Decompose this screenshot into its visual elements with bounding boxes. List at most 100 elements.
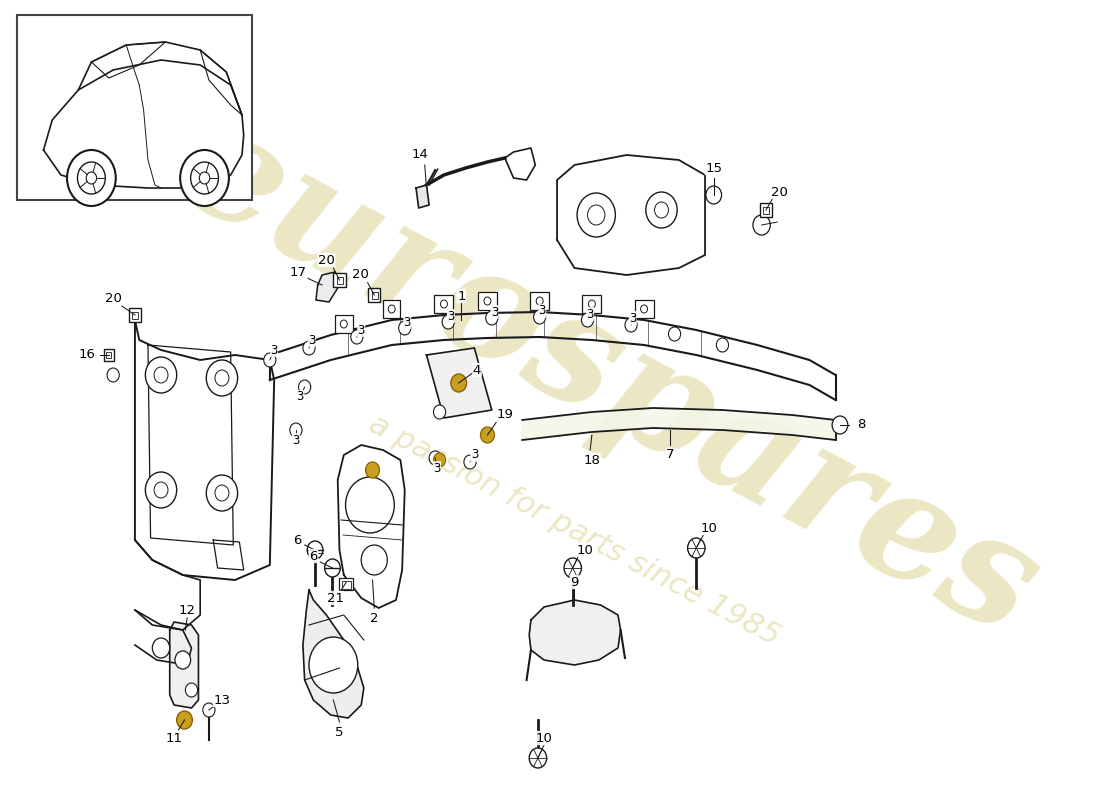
- Circle shape: [86, 172, 97, 184]
- Circle shape: [67, 150, 116, 206]
- Text: 3: 3: [433, 462, 441, 474]
- Polygon shape: [723, 410, 792, 435]
- Circle shape: [324, 559, 340, 577]
- Text: 15: 15: [705, 162, 723, 174]
- Polygon shape: [592, 408, 652, 432]
- Text: 5: 5: [336, 726, 343, 738]
- Text: 3: 3: [586, 307, 594, 321]
- Circle shape: [564, 558, 582, 578]
- Bar: [336, 315, 352, 333]
- Circle shape: [442, 315, 454, 329]
- Circle shape: [398, 321, 410, 335]
- Text: 19: 19: [496, 409, 514, 422]
- Circle shape: [388, 305, 395, 313]
- Text: 3: 3: [539, 305, 546, 318]
- Text: 18: 18: [583, 454, 601, 466]
- Text: 21: 21: [327, 591, 343, 605]
- Text: 3: 3: [471, 449, 478, 462]
- Circle shape: [202, 703, 215, 717]
- Text: 6: 6: [294, 534, 301, 546]
- Text: 12: 12: [178, 603, 196, 617]
- Polygon shape: [652, 408, 723, 430]
- Circle shape: [199, 172, 210, 184]
- Circle shape: [832, 416, 848, 434]
- Circle shape: [486, 311, 498, 325]
- Text: 17: 17: [290, 266, 307, 278]
- Text: 3: 3: [271, 343, 278, 357]
- Circle shape: [433, 405, 446, 419]
- Bar: [340, 578, 353, 590]
- Circle shape: [207, 360, 238, 396]
- Text: 14: 14: [412, 149, 429, 162]
- Circle shape: [180, 150, 229, 206]
- Bar: [342, 581, 351, 589]
- Text: 4: 4: [473, 363, 481, 377]
- Bar: [103, 349, 114, 361]
- Text: 20: 20: [352, 269, 368, 282]
- Text: 13: 13: [213, 694, 231, 706]
- Circle shape: [152, 638, 169, 658]
- Text: a passion for parts since 1985: a passion for parts since 1985: [364, 409, 784, 651]
- Text: 3: 3: [358, 323, 365, 337]
- Bar: [372, 292, 377, 299]
- Circle shape: [433, 453, 446, 467]
- Polygon shape: [416, 185, 429, 208]
- Circle shape: [77, 162, 106, 194]
- Bar: [368, 288, 381, 302]
- Text: 6: 6: [309, 550, 318, 562]
- Circle shape: [706, 186, 722, 204]
- Text: 16: 16: [78, 349, 96, 362]
- Circle shape: [588, 300, 595, 308]
- Polygon shape: [427, 348, 492, 418]
- Circle shape: [107, 368, 119, 382]
- Circle shape: [214, 485, 229, 501]
- Circle shape: [484, 297, 491, 305]
- Circle shape: [145, 472, 177, 508]
- Text: 9: 9: [570, 575, 579, 589]
- Bar: [760, 203, 772, 217]
- Bar: [337, 277, 343, 284]
- Circle shape: [534, 310, 546, 324]
- Text: eurospares: eurospares: [156, 92, 1062, 668]
- Bar: [763, 207, 769, 214]
- Circle shape: [154, 482, 168, 498]
- Bar: [107, 352, 111, 358]
- Polygon shape: [529, 600, 620, 665]
- Circle shape: [536, 297, 543, 305]
- Bar: [333, 273, 345, 287]
- Text: 1: 1: [458, 290, 465, 302]
- Circle shape: [587, 205, 605, 225]
- Text: 3: 3: [297, 390, 304, 403]
- Polygon shape: [169, 622, 198, 708]
- Bar: [132, 312, 139, 319]
- Circle shape: [309, 637, 358, 693]
- Circle shape: [307, 541, 323, 559]
- Bar: [129, 308, 141, 322]
- Circle shape: [365, 462, 380, 478]
- Circle shape: [298, 380, 310, 394]
- Circle shape: [640, 305, 648, 313]
- Text: 7: 7: [666, 449, 674, 462]
- Text: 3: 3: [448, 310, 454, 322]
- Text: 8: 8: [857, 418, 866, 431]
- Circle shape: [214, 370, 229, 386]
- Text: 11: 11: [166, 731, 183, 745]
- Bar: [383, 300, 400, 318]
- Circle shape: [345, 477, 394, 533]
- Circle shape: [289, 423, 302, 437]
- Bar: [18, 15, 252, 200]
- Polygon shape: [792, 415, 836, 440]
- Circle shape: [264, 353, 276, 367]
- Text: 3: 3: [629, 311, 637, 325]
- Polygon shape: [522, 412, 592, 440]
- Polygon shape: [302, 590, 364, 718]
- Circle shape: [688, 538, 705, 558]
- Bar: [635, 300, 653, 318]
- Text: 3: 3: [293, 434, 299, 446]
- Circle shape: [186, 683, 198, 697]
- Circle shape: [646, 192, 678, 228]
- Circle shape: [340, 320, 348, 328]
- Text: 10: 10: [536, 731, 552, 745]
- Circle shape: [190, 162, 219, 194]
- Text: 10: 10: [576, 543, 593, 557]
